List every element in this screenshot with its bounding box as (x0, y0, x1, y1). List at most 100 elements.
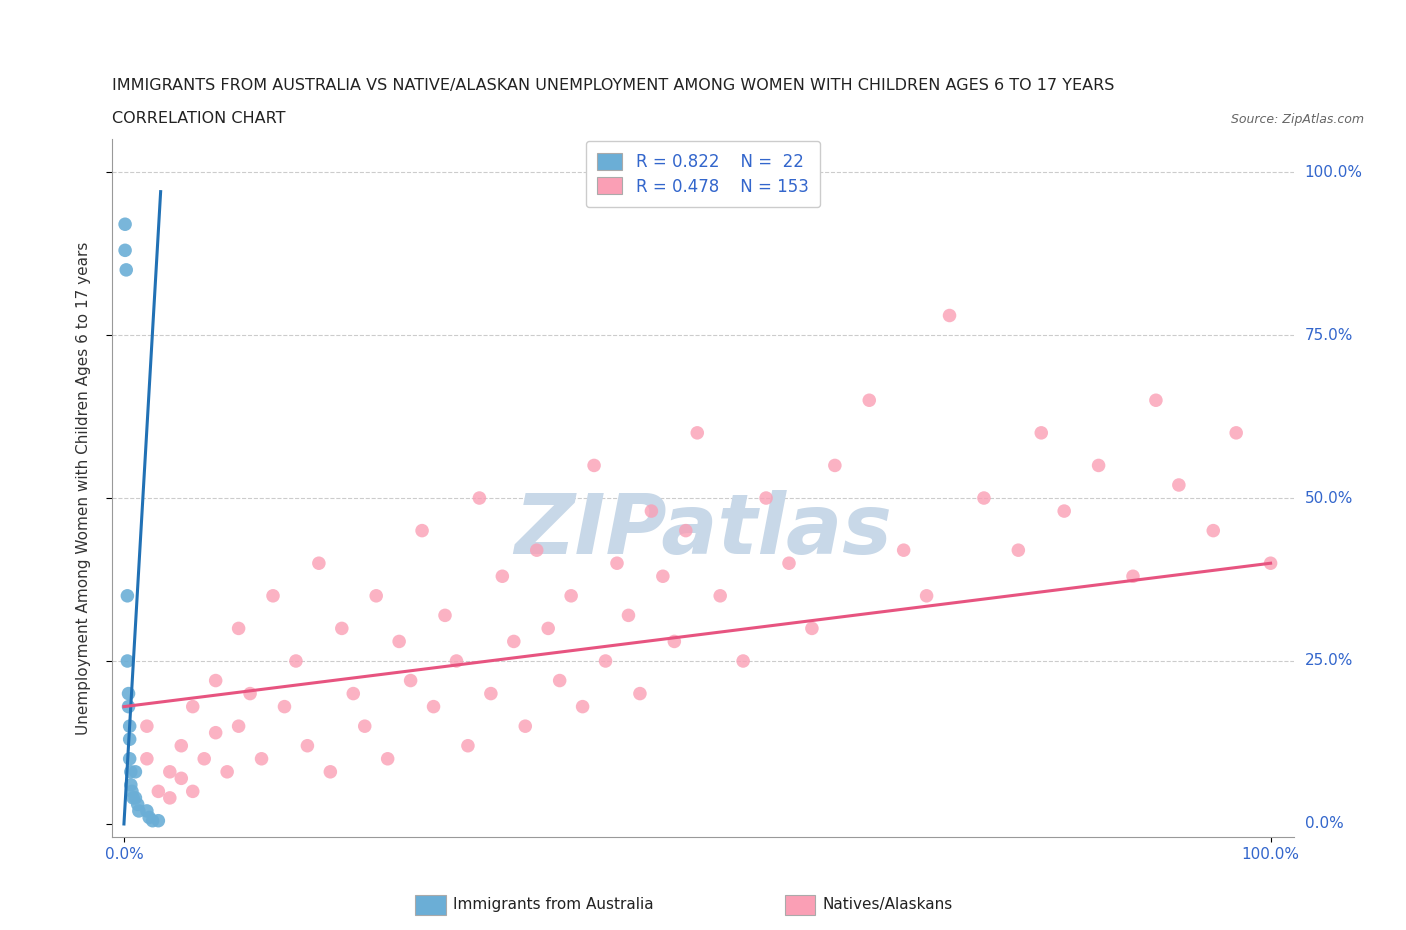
Point (118, 751, 141, 766)
Point (973, 491, 995, 506)
Point (399, 673, 422, 688)
Point (135, 719, 157, 734)
Point (217, 764, 239, 779)
Point (640, 504, 662, 519)
Point (273, 699, 295, 714)
Legend: R = 0.822    N =  22, R = 0.478    N = 153: R = 0.822 N = 22, R = 0.478 N = 153 (586, 140, 820, 207)
Point (159, 790, 181, 805)
Point (181, 784, 204, 799)
Point (159, 764, 181, 779)
Point (686, 425, 709, 440)
Point (127, 797, 149, 812)
Point (115, 262, 138, 277)
Point (193, 751, 215, 766)
Point (651, 569, 673, 584)
Point (228, 719, 250, 734)
Point (502, 634, 524, 649)
Point (308, 556, 330, 571)
Point (148, 784, 170, 799)
Point (1122, 569, 1144, 584)
Point (284, 654, 307, 669)
Text: CORRELATION CHART: CORRELATION CHART (112, 111, 285, 126)
Point (135, 804, 157, 818)
Point (583, 458, 606, 472)
Text: 100.0%: 100.0% (1305, 165, 1362, 179)
Point (1167, 477, 1189, 492)
Text: 50.0%: 50.0% (1305, 490, 1353, 506)
Point (526, 543, 548, 558)
Point (755, 491, 778, 506)
Point (114, 217, 136, 232)
Text: Immigrants from Australia: Immigrants from Australia (453, 897, 654, 912)
Point (122, 790, 145, 805)
Point (262, 589, 284, 604)
Point (446, 654, 468, 669)
Point (675, 524, 697, 538)
Point (1031, 425, 1053, 440)
Point (342, 686, 364, 701)
Point (915, 589, 938, 604)
Point (124, 764, 146, 779)
Point (170, 738, 193, 753)
Point (135, 751, 157, 766)
Point (1053, 504, 1076, 519)
Point (434, 608, 457, 623)
Point (479, 686, 502, 701)
Text: 75.0%: 75.0% (1305, 327, 1353, 342)
Point (117, 654, 139, 669)
Point (628, 686, 651, 701)
Text: 0.0%: 0.0% (1305, 817, 1343, 831)
Point (117, 686, 139, 701)
Point (664, 634, 686, 649)
Point (353, 719, 375, 734)
Point (1087, 458, 1109, 472)
Point (239, 686, 262, 701)
Point (388, 634, 411, 649)
Point (548, 673, 571, 688)
Point (118, 719, 141, 734)
Point (617, 608, 640, 623)
Point (128, 804, 150, 818)
Point (377, 751, 399, 766)
Point (120, 764, 142, 779)
Point (170, 771, 193, 786)
Point (571, 699, 593, 714)
Point (1225, 425, 1247, 440)
Point (250, 751, 273, 766)
Point (560, 589, 582, 604)
Point (468, 491, 491, 506)
Point (138, 810, 160, 825)
Point (606, 556, 628, 571)
Point (148, 813, 170, 828)
Point (117, 699, 139, 714)
Point (515, 719, 537, 734)
Point (422, 699, 444, 714)
Point (319, 764, 342, 779)
Point (824, 458, 846, 472)
Point (733, 654, 755, 669)
Point (893, 543, 915, 558)
Point (537, 621, 560, 636)
Point (181, 699, 204, 714)
Text: ZIPatlas: ZIPatlas (515, 489, 891, 571)
Point (1144, 392, 1167, 407)
Point (124, 790, 146, 805)
Point (117, 589, 139, 604)
Text: IMMIGRANTS FROM AUSTRALIA VS NATIVE/ALASKAN UNEMPLOYMENT AMONG WOMEN WITH CHILDR: IMMIGRANTS FROM AUSTRALIA VS NATIVE/ALAS… (112, 78, 1115, 93)
Point (938, 308, 960, 323)
Point (330, 621, 353, 636)
Point (858, 392, 880, 407)
Point (120, 777, 142, 792)
Point (366, 589, 388, 604)
Point (118, 732, 141, 747)
Text: Source: ZipAtlas.com: Source: ZipAtlas.com (1230, 113, 1364, 126)
Point (491, 569, 513, 584)
Point (121, 784, 143, 799)
Point (709, 589, 731, 604)
FancyBboxPatch shape (415, 895, 446, 915)
Point (457, 738, 479, 753)
Text: Natives/Alaskans: Natives/Alaskans (823, 897, 953, 912)
Y-axis label: Unemployment Among Women with Children Ages 6 to 17 years: Unemployment Among Women with Children A… (76, 242, 91, 735)
Text: 25.0%: 25.0% (1305, 654, 1353, 669)
Point (595, 654, 617, 669)
